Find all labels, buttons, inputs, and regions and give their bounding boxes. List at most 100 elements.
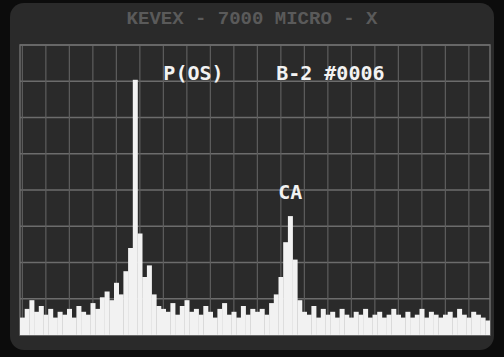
channel-bar xyxy=(147,265,152,335)
channel-bar xyxy=(485,321,490,336)
grid-line xyxy=(257,45,258,335)
screen-photo: KEVEX - 7000 MICRO - XP(OS)B-2 #0006CA xyxy=(0,0,504,357)
channel-bar xyxy=(29,300,34,335)
channel-bar xyxy=(95,309,100,335)
channel-bar xyxy=(340,309,345,335)
grid-line xyxy=(20,226,490,228)
channel-bar xyxy=(429,312,434,335)
channel-bar xyxy=(401,318,406,335)
grid-line xyxy=(210,45,211,335)
channel-bar xyxy=(452,318,457,335)
channel-bar xyxy=(316,318,321,335)
channel-bar xyxy=(321,309,326,335)
channel-bar xyxy=(354,312,359,335)
crt-screen xyxy=(10,3,494,350)
channel-bar xyxy=(283,242,288,335)
channel-bar xyxy=(53,318,58,335)
annotation: P(OS) xyxy=(163,61,223,85)
channel-bar xyxy=(232,312,237,335)
channel-bar xyxy=(203,306,208,335)
channel-bar xyxy=(34,312,39,335)
channel-bar xyxy=(481,318,486,335)
channel-bar xyxy=(307,315,312,335)
channel-bar xyxy=(213,318,218,335)
channel-bar xyxy=(373,315,378,335)
grid-line xyxy=(22,45,23,335)
channel-bar xyxy=(311,306,316,335)
channel-bar xyxy=(462,315,467,335)
grid-line xyxy=(163,45,164,335)
channel-bar xyxy=(476,315,481,335)
channel-bar xyxy=(39,306,44,335)
channel-bar xyxy=(382,318,387,335)
channel-bar xyxy=(72,318,77,335)
grid-line xyxy=(20,117,490,119)
grid-line xyxy=(20,262,490,264)
channel-bar xyxy=(415,315,420,335)
channel-bar xyxy=(109,300,114,335)
channel-bar xyxy=(86,315,91,335)
channel-bar xyxy=(91,303,96,335)
channel-bar xyxy=(274,294,279,335)
annotation: CA xyxy=(278,180,302,204)
channel-bar xyxy=(349,318,354,335)
grid-line xyxy=(69,45,70,335)
grid-line xyxy=(186,45,187,335)
channel-bar xyxy=(467,318,472,335)
channel-bar xyxy=(410,318,415,335)
channel-bar xyxy=(363,309,368,335)
channel-bar xyxy=(128,248,133,335)
grid-line xyxy=(421,45,422,335)
channel-bar xyxy=(119,294,124,335)
grid-line xyxy=(45,45,46,335)
channel-bar xyxy=(387,315,392,335)
channel-bar xyxy=(405,312,410,335)
channel-bar xyxy=(255,312,260,335)
channel-bar xyxy=(260,309,265,335)
grid-line xyxy=(20,153,490,155)
channel-bar xyxy=(76,306,81,335)
channel-bar xyxy=(396,315,401,335)
channel-bar xyxy=(326,315,331,335)
annotation: B-2 #0006 xyxy=(276,61,384,85)
channel-bar xyxy=(246,315,251,335)
channel-bar xyxy=(142,277,147,335)
channel-bar xyxy=(368,318,373,335)
channel-bar xyxy=(288,216,293,335)
channel-bar xyxy=(222,303,227,335)
channel-bar xyxy=(105,292,110,336)
channel-bar xyxy=(138,234,143,336)
grid-line xyxy=(327,45,328,335)
channel-bar xyxy=(166,312,171,335)
grid-line xyxy=(398,45,399,335)
channel-bar xyxy=(67,309,72,335)
grid xyxy=(20,45,490,335)
channel-bar xyxy=(438,318,443,335)
channel-bar xyxy=(62,315,67,335)
channel-bar xyxy=(123,271,128,335)
channel-bar xyxy=(180,306,185,335)
channel-bar xyxy=(297,300,302,335)
channel-bar xyxy=(293,260,298,335)
channel-bar xyxy=(236,318,241,335)
bezel xyxy=(0,0,504,357)
channel-bar xyxy=(81,312,86,335)
grid-line xyxy=(20,81,490,83)
channel-bar xyxy=(217,309,222,335)
grid-line xyxy=(304,45,305,335)
channel-bar xyxy=(424,318,429,335)
channel-bar xyxy=(457,309,462,335)
channel-bar xyxy=(170,303,175,335)
channel-bar xyxy=(227,315,232,335)
channel-bar xyxy=(269,303,274,335)
grid-line xyxy=(20,298,490,300)
channel-bar xyxy=(156,306,161,335)
grid-line xyxy=(351,45,352,335)
channel-bar xyxy=(185,300,190,335)
channel-bar xyxy=(471,312,476,335)
channel-bar xyxy=(391,309,396,335)
grid-line xyxy=(445,45,446,335)
channel-bar xyxy=(175,315,180,335)
plot-frame xyxy=(20,45,490,335)
channel-bar xyxy=(48,309,53,335)
